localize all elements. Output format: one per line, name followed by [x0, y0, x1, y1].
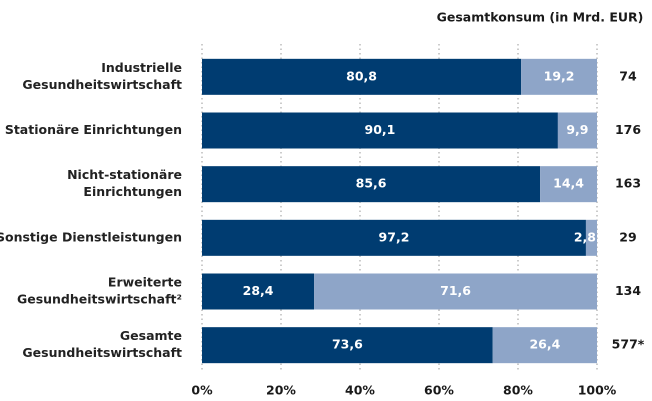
value-label: 80,8	[346, 68, 377, 83]
total-label: 163	[615, 176, 641, 191]
total-label: 74	[619, 68, 637, 83]
bar-segment	[585, 219, 597, 256]
category-label: Einrichtungen	[83, 184, 182, 199]
category-label: Gesundheitswirtschaft²	[17, 292, 182, 307]
bar-segment	[202, 58, 522, 95]
value-label: 73,6	[332, 337, 363, 352]
bar-segment	[202, 273, 315, 310]
bar-segment	[492, 327, 597, 364]
bar-segment	[521, 58, 597, 95]
category-label: Gesundheitswirtschaft	[22, 345, 182, 360]
totals-title: Gesamtkonsum (in Mrd. EUR)	[437, 10, 644, 25]
bar-segment	[202, 327, 493, 364]
category-label: Nicht-stationäre	[67, 167, 182, 182]
category-label: Stationäre Einrichtungen	[5, 122, 182, 137]
total-label: 577*	[612, 337, 645, 352]
total-label: 134	[615, 283, 641, 298]
x-tick-label: 60%	[424, 383, 454, 398]
total-label: 176	[615, 122, 641, 137]
category-label: Gesamte	[120, 328, 182, 343]
category-label: Erweiterte	[108, 275, 182, 290]
value-label: 71,6	[440, 283, 471, 298]
bar-segment	[202, 112, 558, 149]
category-label: Gesundheitswirtschaft	[22, 77, 182, 92]
value-label: 19,2	[544, 68, 575, 83]
value-label: 97,2	[379, 229, 410, 244]
category-label: Industrielle	[101, 60, 182, 75]
value-label: 2,8	[574, 229, 596, 244]
value-label: 28,4	[243, 283, 274, 298]
bar-segment	[202, 219, 586, 256]
bar-segment	[557, 112, 597, 149]
value-label: 26,4	[529, 337, 560, 352]
x-tick-label: 100%	[578, 383, 617, 398]
value-label: 9,9	[566, 122, 588, 137]
x-tick-label: 80%	[503, 383, 533, 398]
x-tick-label: 0%	[191, 383, 213, 398]
bar-segment	[314, 273, 597, 310]
total-label: 29	[619, 229, 636, 244]
category-label: Sonstige Dienstleistungen	[0, 229, 182, 244]
x-tick-label: 40%	[345, 383, 375, 398]
bar-segment	[540, 166, 597, 203]
x-tick-label: 20%	[266, 383, 296, 398]
value-label: 14,4	[553, 176, 584, 191]
value-label: 90,1	[365, 122, 396, 137]
bar-segment	[202, 166, 541, 203]
value-label: 85,6	[356, 176, 387, 191]
